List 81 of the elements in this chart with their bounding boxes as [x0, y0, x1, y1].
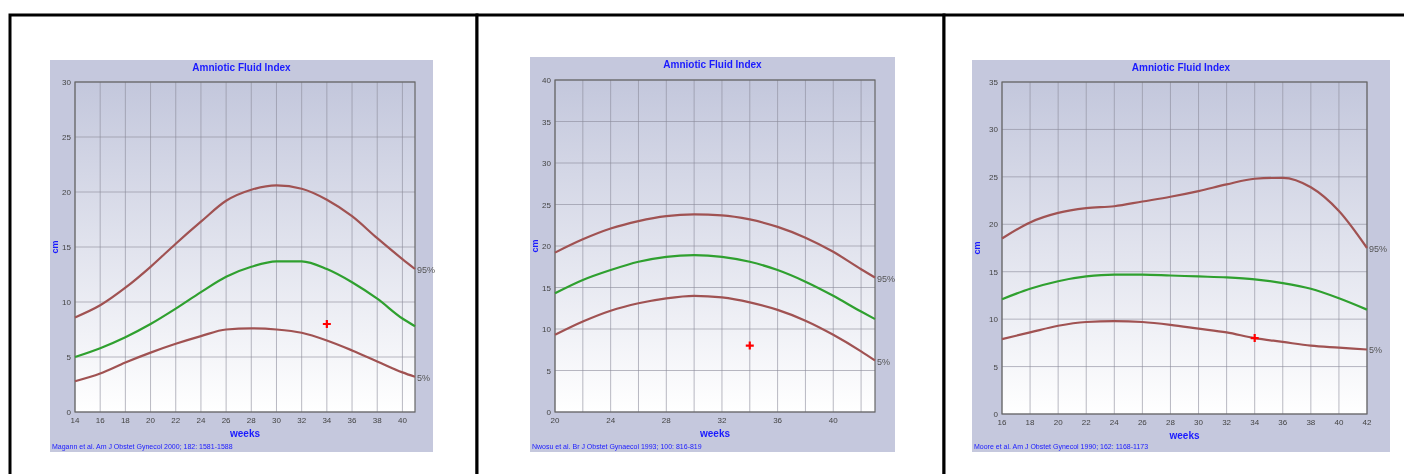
x-axis-title: weeks: [698, 428, 731, 439]
x-tick-label: 24: [1109, 418, 1120, 427]
x-tick-label: 22: [1081, 418, 1092, 427]
line-series: [73, 327, 417, 383]
x-tick-label: 28: [246, 416, 257, 425]
x-tick-label: 38: [1306, 418, 1316, 427]
x-tick-label: 30: [272, 416, 282, 425]
y-tick-label: 30: [989, 125, 999, 135]
y-tick-label: 25: [62, 133, 72, 142]
x-tick-label: 36: [347, 416, 358, 425]
y-tick-label: 20: [62, 188, 72, 197]
x-tick-label: 16: [95, 416, 106, 425]
y-tick-label: 5: [546, 366, 552, 376]
series-label: 5%: [877, 356, 891, 367]
y-tick-label: 15: [989, 267, 999, 277]
y-tick-label: 35: [542, 117, 552, 127]
x-tick-label: 26: [1137, 418, 1148, 427]
y-tick-label: 10: [62, 298, 72, 307]
series-label: 95%: [417, 265, 436, 275]
y-tick-label: 30: [62, 78, 72, 87]
y-tick-label: 5: [66, 353, 72, 362]
y-tick-label: 40: [542, 76, 552, 85]
x-tick-label: 18: [1025, 418, 1036, 427]
x-tick-label: 28: [1166, 418, 1176, 427]
x-axis-title: weeks: [228, 428, 261, 439]
x-tick-label: 36: [773, 416, 783, 425]
y-tick-label: 30: [542, 159, 552, 168]
x-tick-label: 36: [1278, 418, 1288, 427]
series-label: 5%: [1369, 345, 1383, 356]
y-tick-label: 15: [62, 243, 72, 252]
x-tick-label: 24: [606, 416, 616, 425]
x-tick-label: 22: [171, 416, 181, 425]
x-tick-label: 32: [297, 416, 307, 425]
x-tick-label: 42: [1362, 418, 1372, 427]
x-tick-label: 20: [1053, 418, 1064, 427]
x-tick-label: 40: [1334, 418, 1344, 427]
y-axis-title: cm: [50, 240, 60, 254]
x-tick-label: 18: [120, 416, 131, 425]
line-series: [73, 184, 417, 319]
x-tick-label: 20: [146, 416, 156, 425]
line-series: [1000, 319, 1369, 351]
y-tick-label: 25: [542, 200, 552, 210]
line-series: [1000, 176, 1369, 250]
y-tick-label: 0: [993, 410, 999, 419]
series-label: 95%: [877, 273, 896, 284]
y-axis-title: cm: [530, 239, 540, 253]
y-tick-label: 10: [989, 315, 999, 325]
x-tick-label: 26: [221, 416, 232, 425]
x-tick-label: 40: [397, 416, 408, 425]
x-tick-label: 32: [1222, 418, 1232, 427]
x-tick-label: 30: [1194, 418, 1204, 427]
y-tick-label: 25: [989, 172, 999, 182]
x-tick-label: 16: [997, 418, 1007, 427]
line-series: [553, 254, 877, 321]
line-series: [553, 294, 877, 362]
line-series: [73, 260, 417, 359]
chart-title: Amniotic Fluid Index: [192, 62, 292, 73]
y-tick-label: 0: [66, 408, 72, 417]
chart-title: Amniotic Fluid Index: [663, 59, 763, 70]
y-tick-label: 20: [989, 220, 999, 230]
y-tick-label: 10: [542, 325, 552, 334]
series-label: 95%: [1369, 244, 1388, 254]
chart-title: Amniotic Fluid Index: [1131, 62, 1231, 73]
y-tick-label: 0: [546, 408, 552, 417]
x-tick-label: 28: [661, 416, 672, 425]
y-tick-label: 35: [989, 78, 999, 87]
x-tick-label: 32: [717, 416, 727, 425]
x-tick-label: 14: [70, 416, 80, 425]
x-tick-label: 40: [828, 416, 839, 425]
y-tick-label: 15: [542, 283, 552, 293]
line-series: [553, 213, 877, 279]
x-tick-label: 34: [1250, 418, 1260, 427]
x-tick-label: 24: [196, 416, 206, 425]
y-tick-label: 5: [993, 362, 999, 372]
line-series: [1000, 273, 1369, 311]
x-tick-label: 38: [372, 416, 383, 425]
x-tick-label: 34: [322, 416, 332, 425]
y-tick-label: 20: [542, 242, 552, 251]
x-axis-title: weeks: [1168, 430, 1200, 441]
y-axis-title: cm: [972, 241, 982, 255]
series-label: 5%: [417, 372, 431, 383]
